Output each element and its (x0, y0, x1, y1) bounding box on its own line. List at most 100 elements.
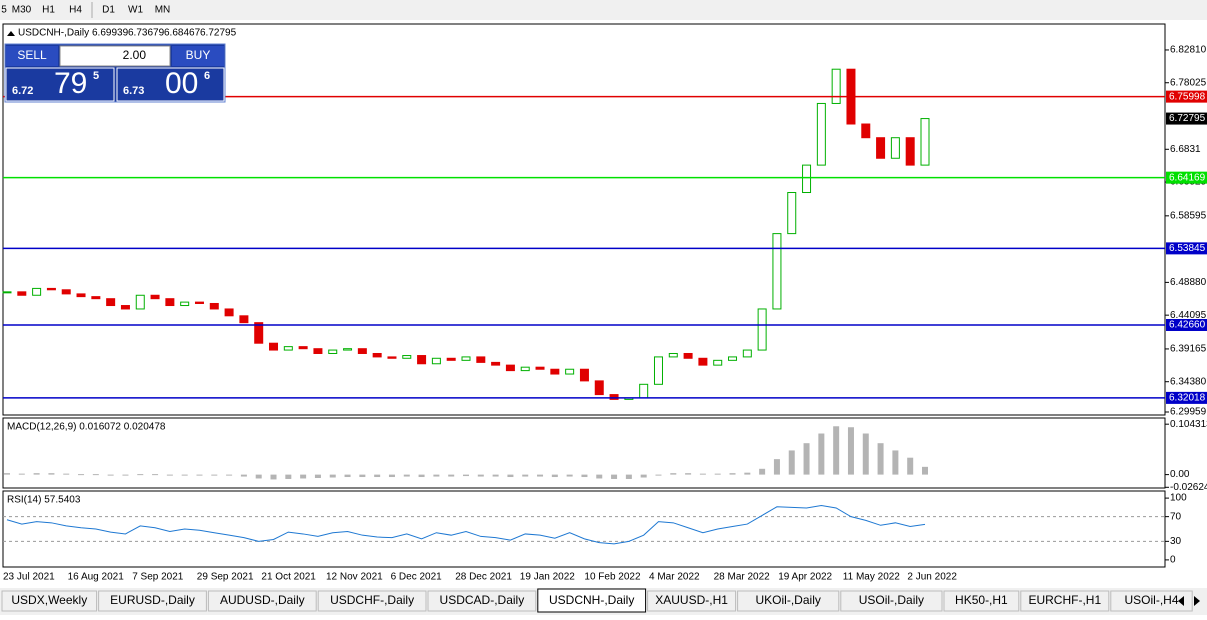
histogram-bar (847, 427, 854, 475)
level-label-bg (1166, 171, 1207, 184)
tab-label[interactable]: USOil-,Daily (859, 593, 924, 607)
candle (728, 356, 738, 361)
tab-label[interactable]: USDCHF-,Daily (330, 593, 414, 607)
buy-button[interactable] (172, 46, 224, 66)
tab-label[interactable]: EURCHF-,H1 (1028, 593, 1101, 607)
sell-big: 6.72 (12, 85, 33, 97)
candle (431, 357, 441, 365)
tab[interactable] (1110, 590, 1193, 612)
buy-point: 6 (204, 70, 210, 82)
tab[interactable] (207, 590, 317, 612)
x-tick-label: 23 Jul 2021 (3, 572, 55, 583)
candle (535, 366, 545, 370)
candle (698, 357, 708, 366)
candle (639, 383, 649, 399)
tab[interactable] (1, 590, 98, 612)
timeframe-button[interactable]: H4 (69, 5, 82, 16)
histogram-bar (522, 474, 529, 477)
tab-label[interactable]: UKOil-,Daily (756, 593, 821, 607)
candle (505, 364, 515, 372)
histogram-bar (640, 474, 647, 478)
x-tick-label: 7 Sep 2021 (132, 572, 184, 583)
timeframe-button[interactable]: 5 (1, 5, 7, 16)
histogram-bar (922, 466, 928, 475)
x-tick-label: 28 Mar 2022 (714, 572, 771, 583)
tab[interactable] (537, 588, 647, 613)
histogram-bar (877, 443, 884, 475)
tab[interactable] (317, 590, 427, 612)
candle (491, 361, 501, 366)
tab[interactable] (943, 590, 1020, 612)
histogram-bar (152, 474, 159, 476)
candle (61, 289, 71, 295)
y-tick-label: 70 (1170, 511, 1182, 522)
indicator-title: RSI(14) 57.5403 (7, 495, 81, 506)
x-tick-label: 12 Nov 2021 (326, 572, 383, 583)
candle (2, 291, 12, 294)
x-tick-label: 29 Sep 2021 (197, 572, 254, 583)
y-tick-label: 6.39165 (1170, 344, 1207, 355)
header-arrow (7, 31, 15, 36)
tab-label[interactable]: USDX,Weekly (11, 593, 87, 607)
y-tick-label: 6.44095 (1170, 310, 1207, 321)
histogram-bar (448, 474, 455, 477)
x-tick-label: 4 Mar 2022 (649, 572, 700, 583)
tab[interactable] (647, 590, 737, 612)
tab-label[interactable]: USDCAD-,Daily (440, 593, 525, 607)
y-tick-label: 6.34380 (1170, 376, 1207, 387)
tab[interactable] (1020, 590, 1110, 612)
histogram-bar (818, 433, 825, 475)
lot-input[interactable] (59, 45, 171, 67)
tab[interactable] (98, 590, 207, 612)
tab-scroll-left[interactable] (1178, 596, 1184, 606)
timeframe-button[interactable]: MN (155, 5, 171, 16)
tab[interactable] (427, 590, 537, 612)
timeframe-button[interactable]: D1 (102, 5, 115, 16)
tab-label[interactable]: USOil-,H4 (1124, 593, 1178, 607)
buy-price-box[interactable] (116, 67, 225, 102)
y-tick-label: 6.78025 (1170, 77, 1207, 88)
histogram-bar (122, 474, 129, 476)
tab-label[interactable]: HK50-,H1 (955, 593, 1008, 607)
candle (802, 164, 812, 194)
timeframe-button[interactable]: M30 (12, 5, 32, 16)
histogram-bar (833, 426, 840, 475)
chart-bg (0, 20, 1207, 590)
candle (831, 68, 841, 104)
y-tick-label: 6.82810 (1170, 45, 1207, 56)
tab-scroll-right[interactable] (1194, 596, 1200, 606)
sell-label[interactable]: SELL (17, 48, 47, 62)
candle (890, 137, 900, 159)
x-tick-label: 2 Jun 2022 (907, 572, 957, 583)
buy-label[interactable]: BUY (186, 48, 211, 62)
histogram-bar (4, 473, 10, 475)
tab[interactable] (840, 590, 943, 612)
sell-button[interactable] (6, 46, 58, 66)
candle (165, 298, 175, 307)
tab-label[interactable]: USDCNH-,Daily (549, 593, 634, 607)
candle (135, 294, 145, 310)
sell-pips: 79 (54, 67, 87, 100)
candle (402, 355, 412, 359)
candle (905, 137, 915, 166)
tab[interactable] (737, 590, 840, 612)
tab-label[interactable]: AUDUSD-,Daily (220, 593, 305, 607)
tab-label[interactable]: EURUSD-,Daily (110, 593, 195, 607)
candle (742, 349, 752, 358)
level-label-bg (1166, 391, 1207, 404)
chart-title: USDCNH-,Daily (18, 28, 89, 39)
timeframe-button[interactable]: W1 (128, 5, 143, 16)
lot-value[interactable]: 2.00 (123, 48, 147, 62)
candle (565, 368, 575, 375)
tab-label[interactable]: XAUUSD-,H1 (655, 593, 728, 607)
histogram-bar (300, 474, 307, 479)
sell-price-box[interactable] (5, 67, 115, 102)
y-tick-label: 0.00 (1170, 469, 1190, 480)
level-label-bg (1166, 242, 1207, 255)
timeframe-button[interactable]: H1 (42, 5, 55, 16)
level-label-bg (1166, 90, 1207, 103)
histogram-bar (744, 472, 751, 475)
histogram-bar (803, 443, 810, 475)
histogram-bar (596, 474, 603, 479)
histogram-bar (388, 474, 395, 478)
